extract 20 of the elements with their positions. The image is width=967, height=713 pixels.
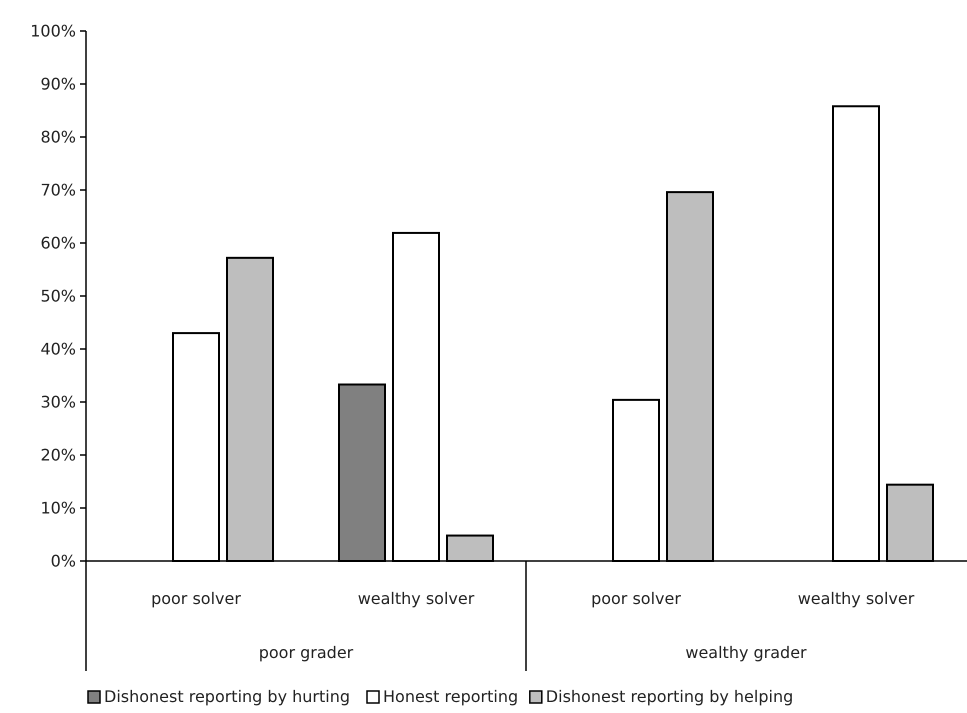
y-tick-label: 100% [30, 22, 76, 41]
y-tick-label: 10% [40, 498, 76, 518]
x-tick-label: wealthy solver [798, 589, 915, 608]
text: poor grader [258, 643, 354, 662]
x-tick-label: wealthy solver [358, 589, 475, 608]
y-tick-label: 60% [40, 234, 76, 253]
y-tick-label: 70% [40, 180, 76, 200]
legend-label: Dishonest reporting by hurting [104, 687, 350, 706]
y-tick-label: 30% [40, 392, 76, 412]
legend-label: Honest reporting [383, 687, 518, 706]
y-tick-label: 20% [40, 446, 76, 465]
y-tick-label: 50% [40, 286, 76, 306]
y-tick-label: 80% [40, 128, 76, 147]
x-tick-label: poor solver [591, 589, 682, 608]
y-tick-label: 90% [40, 74, 76, 94]
y-tick-label: 0% [50, 552, 76, 571]
legend-label: Dishonest reporting by helping [546, 687, 794, 706]
text: wealthy grader [685, 643, 808, 662]
x-tick-label: poor solver [151, 589, 242, 608]
y-tick-label: 40% [40, 340, 76, 359]
